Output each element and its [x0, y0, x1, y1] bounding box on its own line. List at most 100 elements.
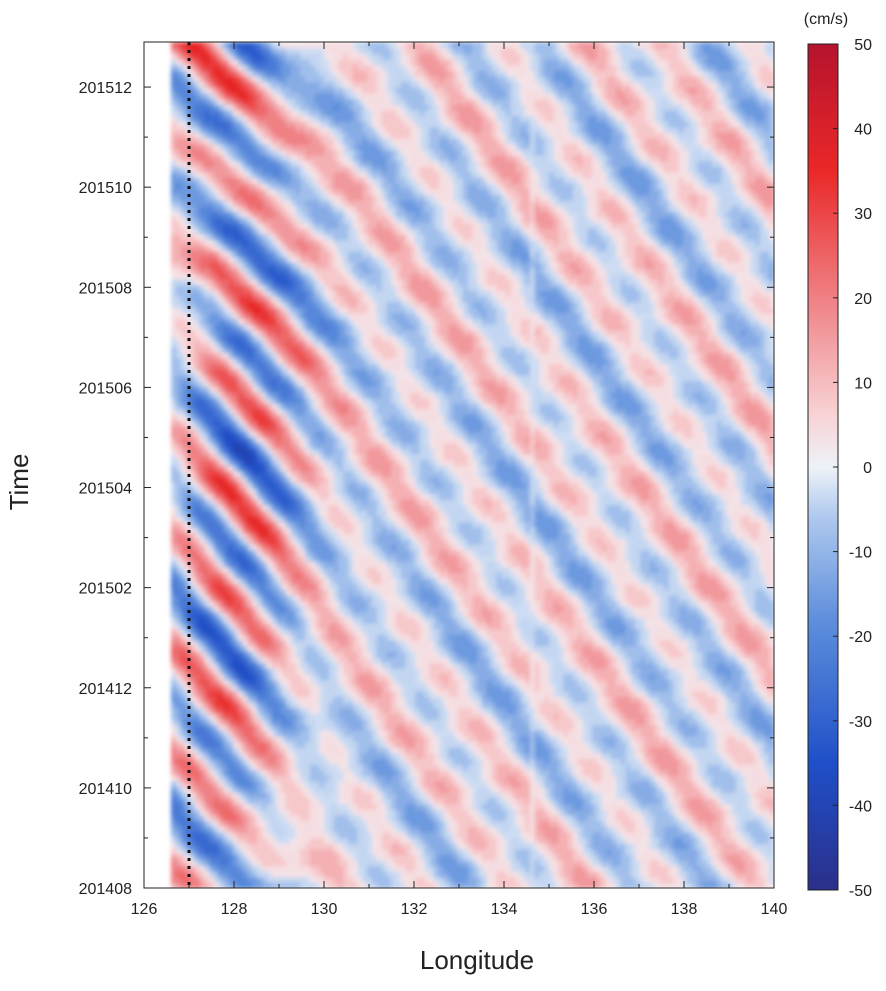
field-cell	[573, 741, 579, 748]
field-cell	[290, 871, 297, 878]
field-cell	[218, 882, 225, 888]
field-cell	[663, 735, 670, 743]
field-cell	[247, 713, 254, 720]
field-cell	[635, 814, 641, 822]
field-cell	[362, 837, 368, 844]
field-cell	[448, 780, 455, 788]
field-cell	[214, 786, 220, 793]
field-cell	[285, 837, 292, 844]
field-cell	[592, 679, 598, 686]
field-cell	[707, 859, 713, 867]
field-cell	[663, 685, 670, 692]
field-cell	[238, 763, 244, 771]
field-cell	[501, 831, 507, 838]
field-cell	[381, 685, 388, 692]
field-cell	[745, 797, 751, 805]
field-cell	[238, 842, 244, 850]
field-cell	[620, 859, 627, 867]
field-cell	[611, 882, 617, 888]
field-cell	[697, 814, 703, 822]
field-cell	[707, 876, 713, 884]
field-cell	[367, 724, 373, 731]
field-cell	[477, 775, 483, 782]
field-cell	[410, 814, 416, 822]
field-cell	[357, 741, 364, 748]
field-cell	[314, 826, 321, 833]
field-cell	[261, 758, 268, 765]
field-cell	[458, 842, 464, 850]
field-cell	[343, 679, 349, 686]
field-cell	[697, 747, 703, 754]
field-cell	[673, 735, 680, 743]
field-cell	[400, 685, 407, 692]
field-cell	[573, 831, 579, 838]
field-cell	[424, 662, 431, 669]
field-cell	[568, 741, 574, 748]
field-cell	[745, 769, 751, 776]
field-cell	[764, 696, 770, 703]
field-cell	[199, 837, 206, 844]
field-cell	[324, 713, 330, 720]
field-cell	[663, 718, 670, 726]
field-cell	[587, 673, 593, 681]
field-cell	[750, 837, 756, 844]
field-cell	[668, 786, 675, 793]
field-cell	[185, 882, 191, 888]
field-cell	[601, 882, 608, 888]
field-cell	[558, 724, 565, 731]
field-cell	[745, 696, 751, 703]
field-cell	[458, 831, 464, 838]
field-cell	[333, 842, 340, 850]
field-cell	[295, 803, 301, 810]
field-cell	[199, 797, 206, 805]
field-cell	[328, 752, 335, 759]
field-cell	[510, 842, 517, 850]
field-cell	[467, 809, 474, 816]
field-cell	[539, 696, 546, 703]
field-cell	[443, 741, 450, 748]
field-cell	[525, 876, 531, 884]
field-cell	[711, 797, 718, 805]
field-cell	[577, 854, 584, 861]
field-cell	[271, 741, 278, 748]
field-cell	[395, 803, 402, 810]
field-cell	[400, 837, 407, 844]
field-cell	[745, 685, 751, 692]
field-cell	[644, 668, 651, 675]
field-cell	[391, 831, 397, 838]
field-cell	[400, 707, 407, 714]
field-cell	[668, 701, 675, 709]
field-cell	[496, 871, 502, 878]
field-cell	[252, 848, 258, 855]
field-cell	[218, 792, 225, 799]
field-cell	[305, 826, 311, 833]
field-cell	[659, 707, 665, 714]
field-cell	[472, 780, 479, 788]
field-cell	[319, 763, 325, 771]
field-cell	[678, 718, 684, 726]
field-cell	[620, 876, 627, 884]
field-cell	[515, 882, 522, 888]
field-cell	[534, 662, 541, 669]
field-cell	[692, 673, 699, 681]
field-cell	[199, 814, 206, 822]
field-cell	[434, 668, 440, 675]
field-cell	[525, 775, 531, 782]
field-cell	[477, 848, 483, 855]
field-cell	[410, 780, 416, 788]
field-cell	[314, 696, 321, 703]
field-cell	[233, 690, 239, 697]
field-cell	[730, 718, 737, 726]
field-cell	[620, 747, 627, 754]
field-cell	[649, 690, 656, 697]
field-cell	[266, 820, 273, 827]
field-cell	[204, 809, 211, 816]
field-cell	[376, 730, 383, 737]
field-cell	[199, 752, 206, 759]
field-cell	[439, 662, 445, 669]
field-cell	[386, 854, 392, 861]
field-cell	[692, 730, 699, 737]
field-cell	[534, 763, 541, 771]
field-cell	[740, 685, 747, 692]
field-cell	[577, 859, 584, 867]
